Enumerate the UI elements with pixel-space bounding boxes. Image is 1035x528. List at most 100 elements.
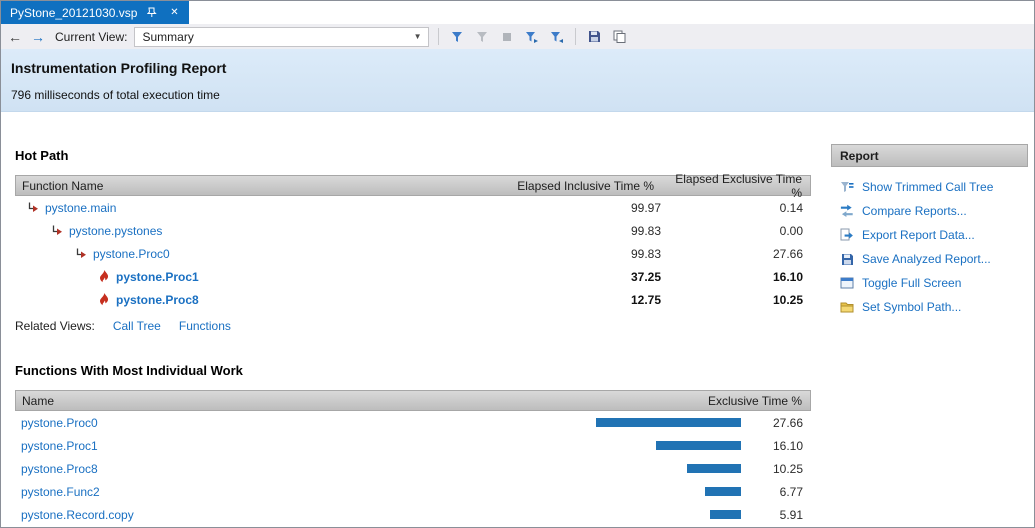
exclusive-time-value: 10.25 — [772, 292, 803, 307]
functions-work-title: Functions With Most Individual Work — [15, 363, 243, 378]
exclusive-time-value: 27.66 — [772, 415, 803, 430]
related-link-functions[interactable]: Functions — [178, 319, 231, 333]
exclusive-time-bar — [595, 418, 741, 427]
functions-work-table: Name Exclusive Time % pystone.Proc0 27.6… — [15, 390, 811, 526]
function-link[interactable]: pystone.Proc1 — [21, 438, 98, 453]
inclusive-time-value: 99.83 — [630, 223, 661, 238]
hot-path-title: Hot Path — [15, 148, 69, 163]
table-row: pystone.Proc1 37.25 16.10 — [15, 265, 811, 288]
report-title: Instrumentation Profiling Report — [11, 60, 227, 76]
item-label: Save Analyzed Report... — [862, 252, 991, 266]
table-row: pystone.Func2 6.77 — [15, 480, 811, 503]
table-row: pystone.main 99.97 0.14 — [15, 196, 811, 219]
table-row: pystone.pystones 99.83 0.00 — [15, 219, 811, 242]
function-link[interactable]: pystone.Record.copy — [21, 507, 134, 522]
column-exclusive-time[interactable]: Exclusive Time % — [707, 393, 802, 408]
report-panel-items: Show Trimmed Call Tree Compare Reports..… — [831, 167, 1028, 319]
inclusive-time-value: 37.25 — [630, 269, 661, 284]
table-row: pystone.Proc0 27.66 — [15, 411, 811, 434]
exclusive-time-value: 27.66 — [772, 246, 803, 261]
pin-icon[interactable] — [145, 6, 159, 20]
save-icon[interactable] — [585, 28, 603, 45]
compare-reports-icon — [839, 203, 855, 219]
report-panel-header: Report — [831, 144, 1028, 167]
function-link[interactable]: pystone.Proc0 — [93, 246, 170, 261]
hot-path-icon — [51, 225, 63, 237]
forward-arrow-icon[interactable]: → — [31, 28, 45, 45]
compare-reports-item[interactable]: Compare Reports... — [831, 199, 1028, 223]
save-analyzed-report-item[interactable]: Save Analyzed Report... — [831, 247, 1028, 271]
hot-path-table: Function Name Elapsed Inclusive Time % E… — [15, 172, 811, 311]
column-name[interactable]: Name — [22, 393, 55, 408]
symbol-path-icon — [839, 299, 855, 315]
report-panel: Report Show Trimmed Call Tree Compare Re… — [831, 144, 1028, 319]
column-elapsed-inclusive[interactable]: Elapsed Inclusive Time % — [517, 178, 654, 193]
function-link[interactable]: pystone.Func2 — [21, 484, 100, 499]
chevron-down-icon: ▼ — [413, 32, 422, 41]
clear-filter-icon[interactable] — [548, 28, 566, 45]
table-row: pystone.Record.copy 5.91 — [15, 503, 811, 526]
function-link[interactable]: pystone.Proc8 — [116, 292, 199, 307]
copy-report-icon[interactable] — [610, 28, 628, 45]
column-function-name[interactable]: Function Name — [22, 178, 104, 193]
exclusive-time-value: 10.25 — [772, 461, 803, 476]
table-row: pystone.Proc8 10.25 — [15, 457, 811, 480]
toolbar-separator — [575, 28, 577, 45]
toggle-full-screen-item[interactable]: Toggle Full Screen — [831, 271, 1028, 295]
toolbar-separator — [438, 28, 440, 45]
exclusive-time-value: 16.10 — [772, 438, 803, 453]
flame-icon — [99, 270, 110, 283]
related-views-label: Related Views: — [15, 319, 95, 333]
back-arrow-icon[interactable]: ← — [8, 28, 22, 45]
exclusive-time-value: 16.10 — [772, 269, 803, 284]
save-report-icon — [839, 251, 855, 267]
exclusive-time-value: 0.14 — [779, 200, 803, 215]
set-symbol-path-item[interactable]: Set Symbol Path... — [831, 295, 1028, 319]
function-link[interactable]: pystone.Proc0 — [21, 415, 98, 430]
stop-icon[interactable] — [498, 28, 516, 45]
filter-icon[interactable] — [448, 28, 466, 45]
inclusive-time-value: 99.97 — [630, 200, 661, 215]
show-trimmed-call-tree-item[interactable]: Show Trimmed Call Tree — [831, 175, 1028, 199]
column-elapsed-exclusive[interactable]: Elapsed Exclusive Time % — [675, 171, 802, 200]
current-view-value: Summary — [142, 29, 194, 44]
related-link-call-tree[interactable]: Call Tree — [112, 319, 161, 333]
filter-disabled-icon[interactable] — [473, 28, 491, 45]
current-view-dropdown[interactable]: Summary ▼ — [134, 26, 430, 47]
exclusive-time-value: 5.91 — [779, 507, 803, 522]
report-toolbar: ← → Current View: Summary ▼ — [1, 24, 1034, 49]
trimmed-call-tree-icon — [839, 179, 855, 195]
full-screen-icon — [839, 275, 855, 291]
document-tab-strip: PyStone_20121030.vsp ✕ — [1, 1, 1034, 24]
export-report-data-item[interactable]: Export Report Data... — [831, 223, 1028, 247]
function-link[interactable]: pystone.Proc1 — [116, 269, 199, 284]
function-link[interactable]: pystone.pystones — [69, 223, 163, 238]
tab-pystone-report[interactable]: PyStone_20121030.vsp ✕ — [1, 1, 190, 24]
exclusive-time-value: 6.77 — [779, 484, 803, 499]
export-report-icon — [839, 227, 855, 243]
apply-filter-icon[interactable] — [523, 28, 541, 45]
exclusive-time-bar — [705, 487, 741, 496]
item-label: Toggle Full Screen — [862, 276, 962, 290]
inclusive-time-value: 12.75 — [630, 292, 661, 307]
related-views: Related Views: Call Tree Functions — [15, 319, 811, 333]
main-column: Hot Path Function Name Elapsed Inclusive… — [15, 113, 811, 526]
report-subtitle: 796 milliseconds of total execution time — [11, 88, 220, 102]
item-label: Compare Reports... — [862, 204, 967, 218]
function-link[interactable]: pystone.Proc8 — [21, 461, 98, 476]
exclusive-time-bar — [709, 510, 741, 519]
item-label: Export Report Data... — [862, 228, 975, 242]
close-icon[interactable]: ✕ — [170, 7, 179, 18]
report-header: Instrumentation Profiling Report 796 mil… — [1, 49, 1034, 112]
function-link[interactable]: pystone.main — [45, 200, 117, 215]
exclusive-time-value: 0.00 — [779, 223, 803, 238]
tab-title: PyStone_20121030.vsp — [10, 5, 138, 20]
functions-work-table-header: Name Exclusive Time % — [15, 390, 811, 411]
table-row: pystone.Proc0 99.83 27.66 — [15, 242, 811, 265]
table-row: pystone.Proc8 12.75 10.25 — [15, 288, 811, 311]
hot-path-table-header: Function Name Elapsed Inclusive Time % E… — [15, 172, 811, 200]
current-view-label: Current View: — [55, 29, 128, 44]
flame-icon — [99, 293, 110, 306]
report-content: Hot Path Function Name Elapsed Inclusive… — [1, 113, 1034, 527]
